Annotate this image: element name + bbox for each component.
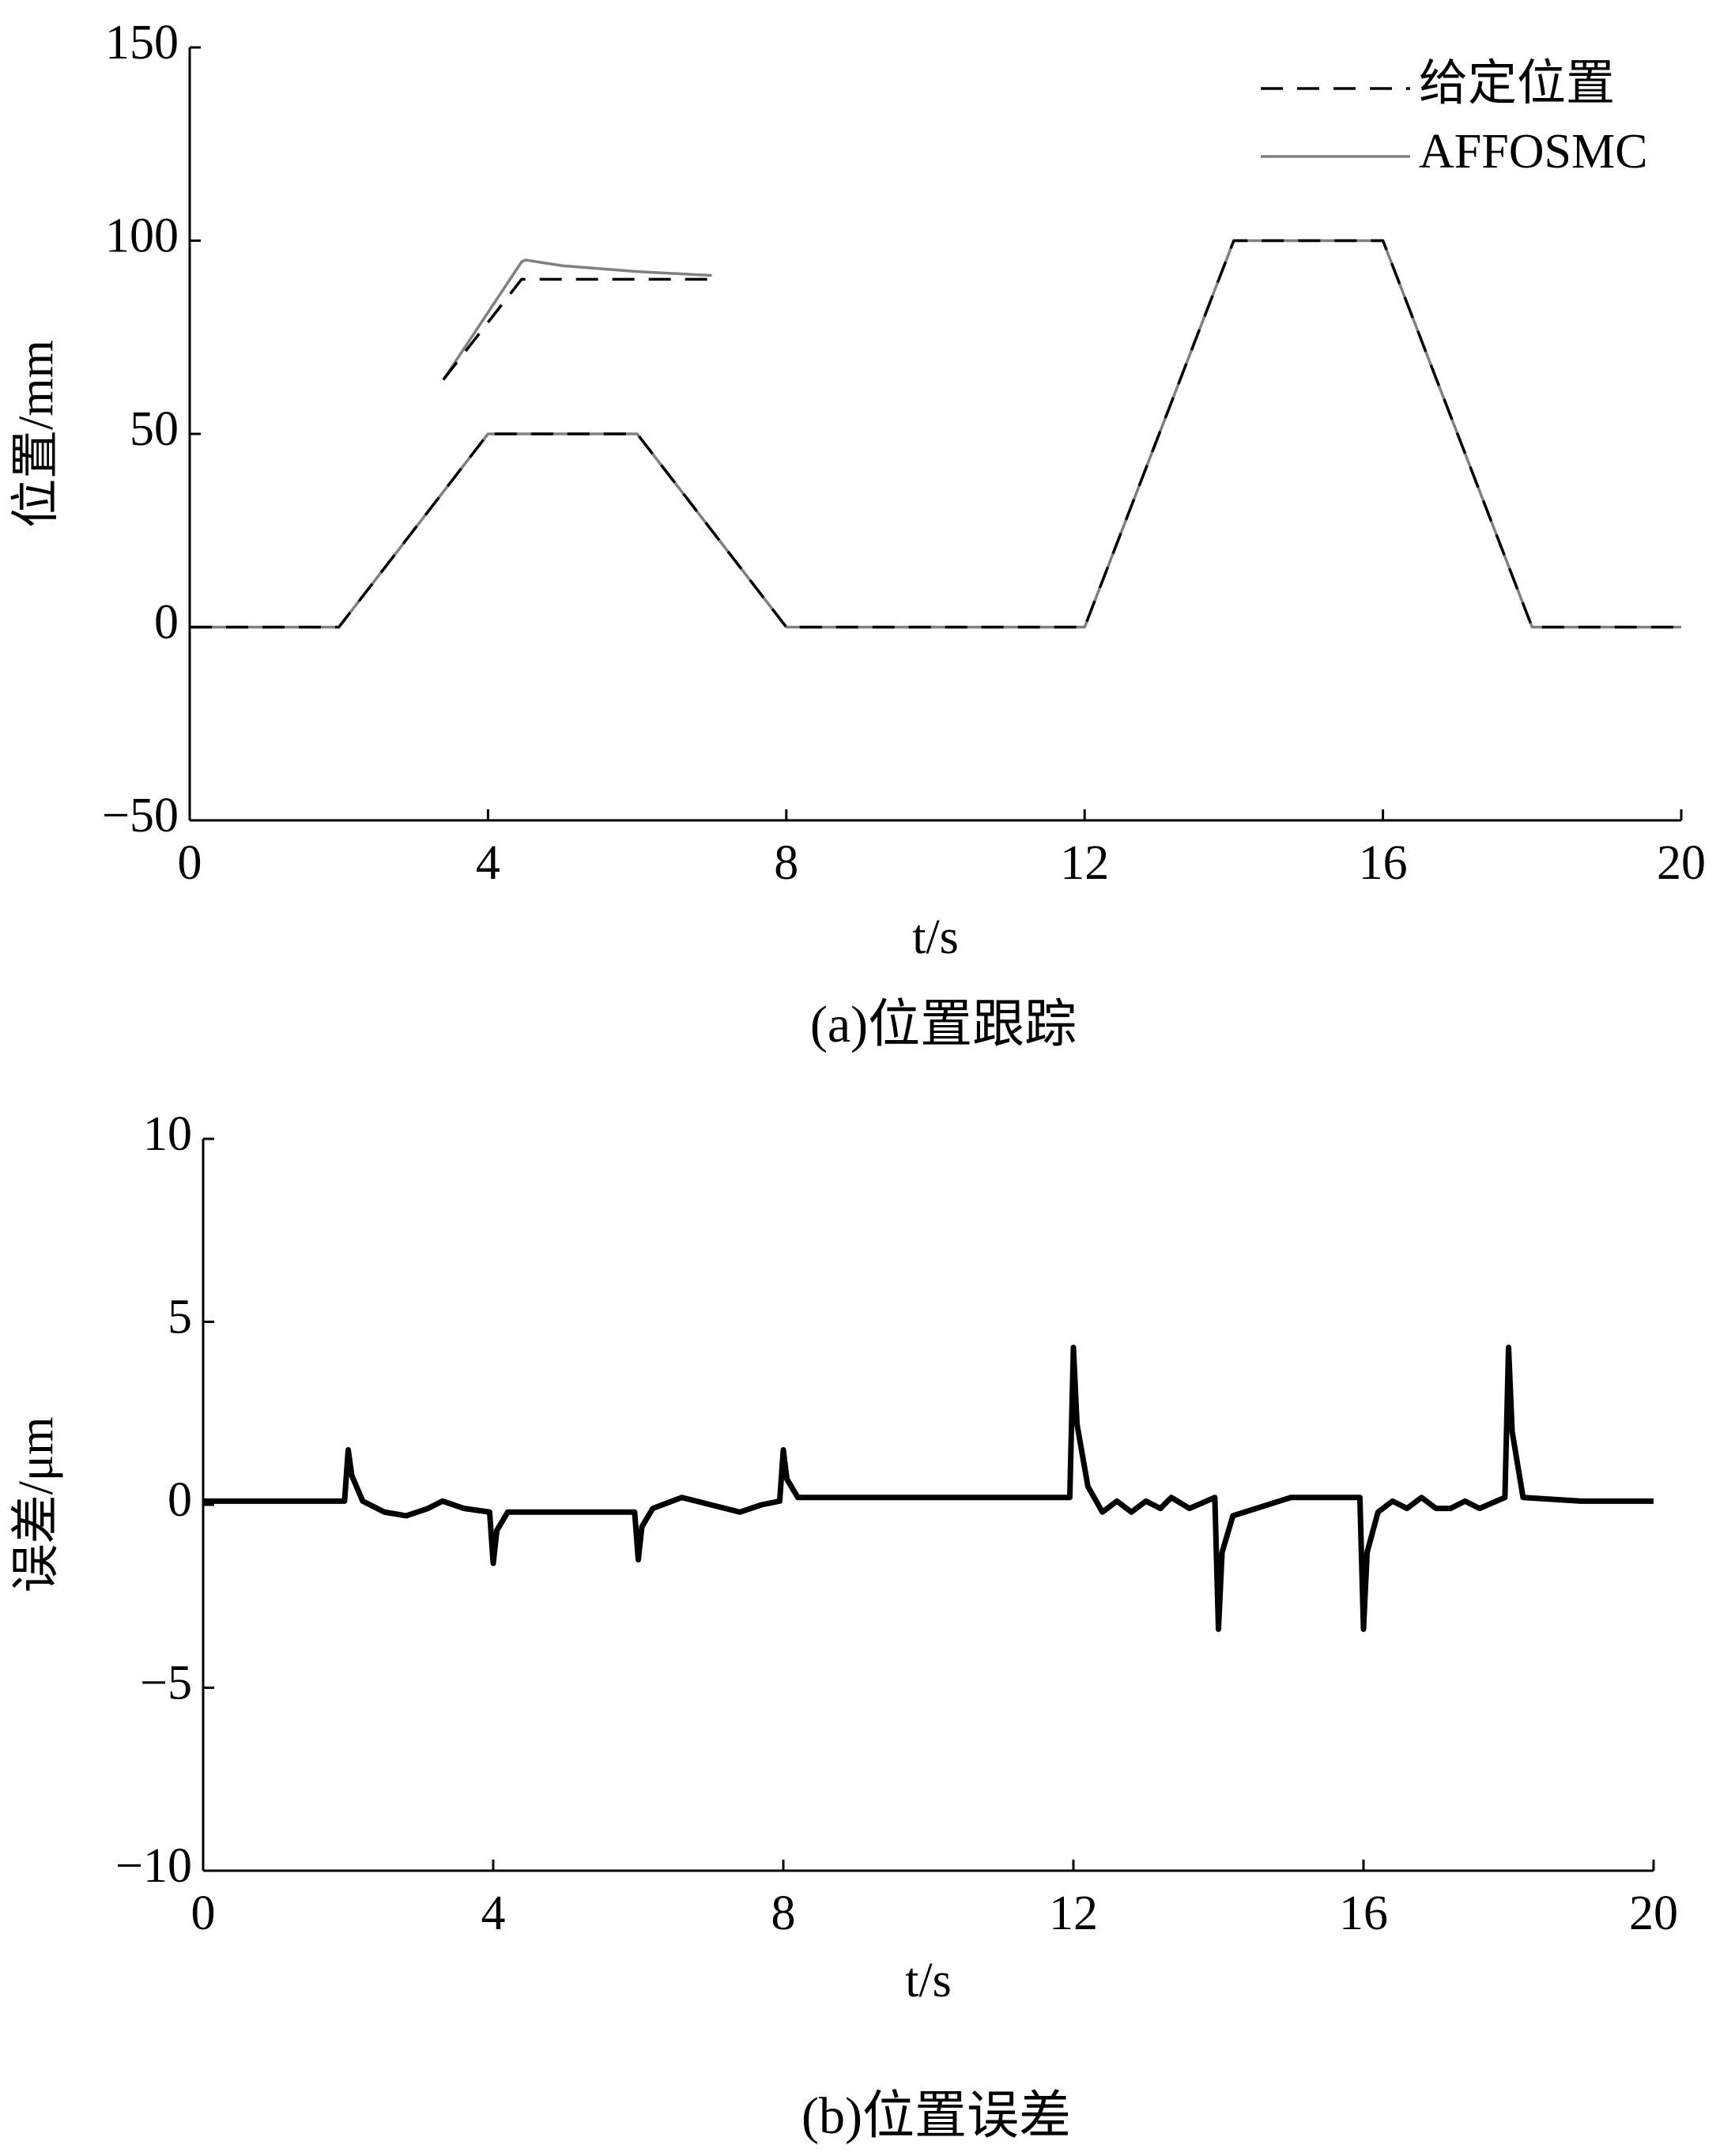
legend-label: AFFOSMC [1419,125,1647,179]
data-line [442,258,712,381]
y-tick-label: 0 [168,1473,192,1527]
x-tick-label: 20 [1657,836,1706,890]
y-axis-label: 误差/μm [9,1417,63,1593]
y-tick-label: 150 [105,16,179,70]
chart-caption: (b)位置误差 [801,2087,1071,2145]
y-tick-label: −50 [102,789,179,842]
x-tick-label: 4 [476,836,500,890]
x-tick-label: 20 [1629,1886,1678,1940]
x-tick-label: 4 [481,1886,506,1940]
y-tick-label: 0 [154,596,179,650]
chart-caption: (a)位置跟踪 [810,996,1077,1054]
legend-label: 给定位置 [1419,57,1615,111]
x-tick-label: 16 [1359,836,1408,890]
x-tick-label: 12 [1049,1886,1098,1940]
x-tick-label: 12 [1060,836,1109,890]
y-axis-label: 位置/mm [9,340,63,528]
x-tick-label: 8 [774,836,798,890]
y-tick-label: −10 [115,1839,192,1893]
y-tick-label: 10 [143,1107,192,1161]
x-axis-label: t/s [912,910,959,964]
x-tick-label: 0 [191,1886,216,1940]
y-tick-label: 5 [168,1291,192,1344]
y-tick-label: 50 [130,402,179,456]
data-line [190,239,1681,629]
data-line [442,277,712,381]
x-tick-label: 16 [1339,1886,1388,1940]
data-line [203,1344,1654,1632]
y-tick-label: 100 [105,209,179,263]
x-axis-label: t/s [905,1954,952,2007]
x-tick-label: 8 [771,1886,796,1940]
y-tick-label: −5 [140,1657,192,1710]
x-tick-label: 0 [178,836,202,890]
